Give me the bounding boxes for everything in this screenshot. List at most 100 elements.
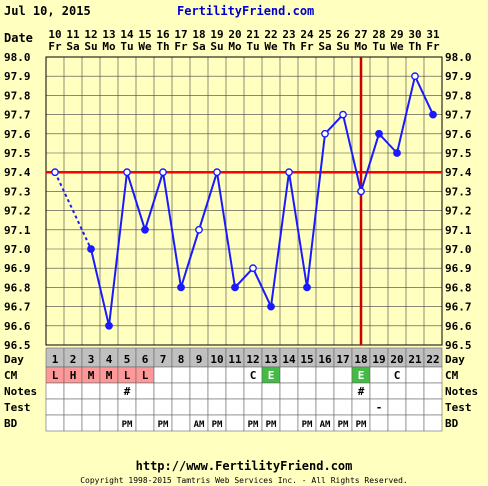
y-tick-right: 97.2	[445, 205, 472, 218]
chart-labels: Date 10 11 12 13 14 15 16 17 18 19 20 21 22 23 24 25 26 27…	[4, 28, 478, 430]
bd-cell	[405, 414, 425, 432]
temperature-segment	[198, 171, 218, 231]
weekday-cell: We	[264, 40, 278, 53]
test-cell	[333, 398, 353, 416]
test-cell-text: -	[376, 401, 383, 414]
temperature-segment	[252, 267, 272, 308]
y-tick-right: 97.3	[445, 185, 472, 198]
notes-cell	[405, 382, 425, 400]
cm-cell-text: H	[70, 369, 77, 382]
temperature-segment	[162, 172, 182, 288]
days-cell-text: 4	[106, 353, 113, 366]
notes-cell	[315, 382, 335, 400]
notes-cell	[333, 382, 353, 400]
test-cell	[225, 398, 245, 416]
days-row-label-right: Day	[445, 353, 465, 366]
cm-cell	[369, 366, 389, 384]
y-tick-left: 97.4	[4, 166, 31, 179]
date-cell: 18	[192, 28, 205, 41]
test-cell	[243, 398, 263, 416]
date-cell: 30	[408, 28, 421, 41]
y-tick-right: 97.4	[445, 166, 472, 179]
y-tick-left: 96.9	[4, 262, 31, 275]
weekday-cell: Mo	[354, 40, 368, 53]
site-link[interactable]: FertilityFriend.com	[177, 4, 315, 18]
days-cell-text: 13	[264, 353, 277, 366]
date-cell: 22	[264, 28, 277, 41]
test-cell	[171, 398, 191, 416]
footer-copyright: Copyright 1998-2015 Tamtris Web Services…	[80, 476, 408, 485]
weekday-cell: Su	[84, 40, 97, 53]
bd-cell-text: PM	[338, 420, 349, 430]
temperature-point	[159, 168, 167, 177]
test-cell	[351, 398, 371, 416]
weekday-cell: Fr	[48, 40, 62, 53]
weekday-cell: Sa	[318, 40, 331, 53]
cm-row-label-right: CM	[445, 369, 459, 382]
date-cell: 29	[390, 28, 403, 41]
cm-cell-text: L	[52, 369, 59, 382]
cm-cell	[171, 366, 191, 384]
date-cell: 21	[246, 28, 260, 41]
cm-cell-text: M	[88, 369, 95, 382]
days-cell-text: 17	[336, 353, 349, 366]
weekday-cell: Su	[210, 40, 223, 53]
bd-cell-text: PM	[302, 420, 313, 430]
temperature-point	[141, 225, 149, 234]
footer-url[interactable]: http://www.FertilityFriend.com	[135, 459, 353, 473]
bd-cell-text: PM	[266, 420, 277, 430]
date-cell: 26	[336, 28, 350, 41]
date-cell: 31	[426, 28, 440, 41]
temperature-points	[51, 72, 437, 330]
bd-row-label-right: BD	[445, 417, 459, 430]
temperature-point	[231, 283, 239, 292]
weekday-cell: Sa	[66, 40, 79, 53]
notes-cell	[261, 382, 281, 400]
test-cell	[207, 398, 227, 416]
y-tick-right: 97.8	[445, 89, 472, 102]
weekday-cell: Fr	[300, 40, 314, 53]
days-row-label-left: Day	[4, 353, 24, 366]
notes-cell	[243, 382, 263, 400]
bd-cell	[423, 414, 443, 432]
y-tick-left: 97.0	[4, 243, 31, 256]
bd-cell-text: PM	[248, 420, 259, 430]
bd-cell	[81, 414, 101, 432]
bd-row-label-left: BD	[4, 417, 18, 430]
weekday-cell: We	[390, 40, 404, 53]
y-tick-left: 96.7	[4, 301, 31, 314]
y-tick-right: 96.5	[445, 339, 472, 352]
temperature-segment	[288, 172, 308, 288]
days-cell-text: 16	[318, 353, 332, 366]
weekday-cell: Th	[408, 40, 421, 53]
days-cell-text: 12	[246, 353, 259, 366]
notes-cell	[171, 382, 191, 400]
temperature-segment	[144, 171, 164, 231]
cm-cell	[189, 366, 209, 384]
cm-cell-text: E	[358, 369, 365, 382]
test-cell	[279, 398, 299, 416]
days-cell-text: 5	[124, 353, 131, 366]
y-tick-right: 97.0	[445, 243, 472, 256]
notes-cell	[99, 382, 119, 400]
cm-cell-text: M	[106, 369, 113, 382]
chart-lines	[46, 57, 442, 345]
bd-cell-text: AM	[320, 420, 331, 430]
weekday-cell: Th	[282, 40, 295, 53]
test-cell	[189, 398, 209, 416]
y-tick-left: 96.6	[4, 320, 31, 333]
temperature-segment	[234, 267, 254, 289]
notes-cell	[81, 382, 101, 400]
cm-cell	[207, 366, 227, 384]
date-cell: 14	[120, 28, 134, 41]
temperature-segment	[396, 75, 416, 154]
bd-cell	[279, 414, 299, 432]
weekday-cell: Th	[156, 40, 169, 53]
temperature-point	[393, 149, 401, 157]
notes-cell	[225, 382, 245, 400]
days-cell-text: 9	[196, 353, 203, 366]
temperature-point	[51, 168, 59, 177]
y-tick-right: 96.7	[445, 301, 472, 314]
cm-cell	[333, 366, 353, 384]
y-tick-right: 97.5	[445, 147, 472, 160]
